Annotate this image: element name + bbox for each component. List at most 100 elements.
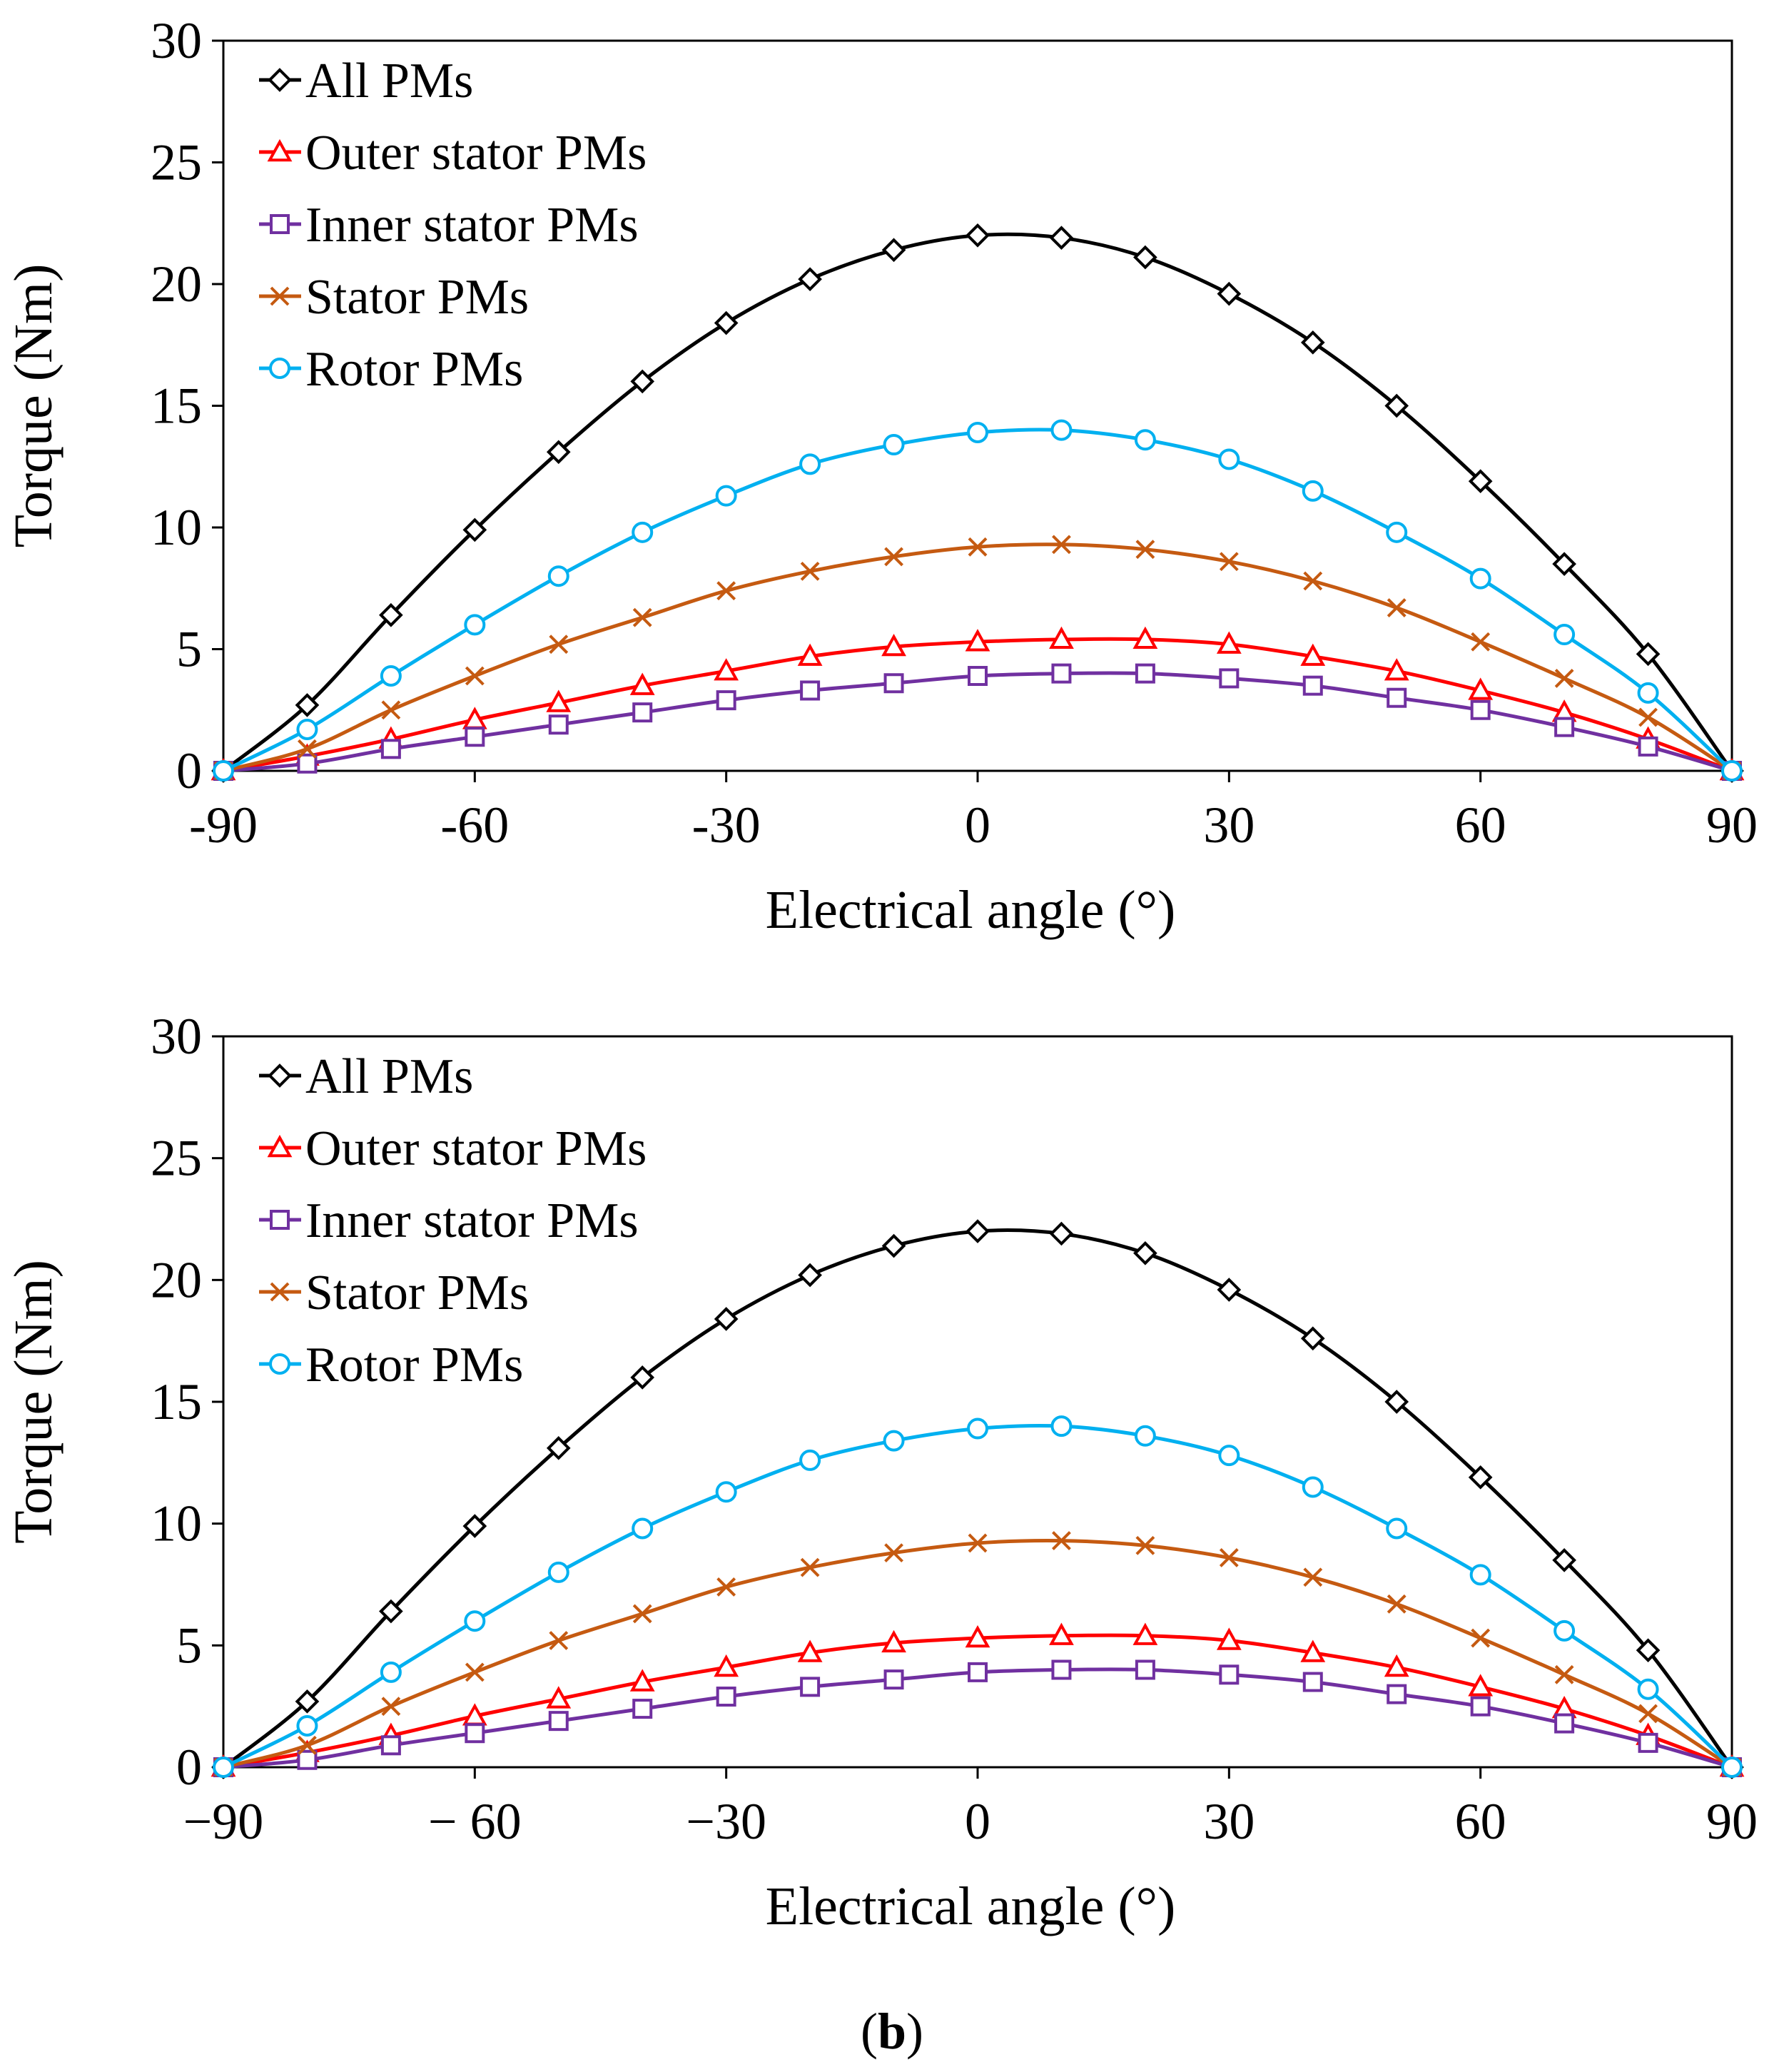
- legend-label: Inner stator PMs: [305, 1193, 639, 1248]
- series-inner-stator-pms: [213, 1659, 1742, 1777]
- data-point-stator-pms: [1303, 1567, 1323, 1587]
- data-point-outer-stator-pms: [1049, 626, 1074, 650]
- data-point-inner-stator-pms: [297, 1749, 318, 1770]
- data-point-inner-stator-pms: [1219, 668, 1240, 689]
- x-tick-label: 60: [1455, 1793, 1506, 1850]
- data-point-rotor-pms: [1302, 480, 1324, 502]
- data-point-outer-stator-pms: [965, 629, 990, 652]
- legend-swatch-marker: [270, 1282, 290, 1302]
- legend-label: Outer stator PMs: [305, 1121, 647, 1176]
- data-point-outer-stator-pms: [1049, 1622, 1074, 1645]
- legend-item-rotor-pms: Rotor PMs: [259, 342, 523, 397]
- data-point-outer-stator-pms: [797, 643, 823, 666]
- data-point-all-pms: [966, 1219, 990, 1243]
- data-point-inner-stator-pms: [380, 739, 401, 759]
- data-point-all-pms: [1049, 226, 1074, 251]
- data-point-all-pms: [1636, 1638, 1661, 1662]
- data-point-all-pms: [1384, 393, 1409, 418]
- data-point-stator-pms: [549, 1631, 569, 1650]
- x-axis-title: Electrical angle (°): [766, 880, 1176, 940]
- data-point-inner-stator-pms: [968, 1662, 988, 1682]
- data-point-rotor-pms: [1134, 429, 1156, 451]
- data-point-rotor-pms: [883, 1430, 905, 1452]
- data-point-all-pms: [295, 693, 320, 717]
- data-point-all-pms: [881, 238, 906, 263]
- data-point-all-pms: [379, 602, 403, 627]
- x-tick-label: 90: [1706, 797, 1758, 854]
- data-point-all-pms: [462, 517, 487, 542]
- data-point-all-pms: [714, 1307, 739, 1331]
- data-point-all-pms: [1133, 245, 1157, 270]
- y-tick-label: 25: [151, 134, 202, 191]
- y-tick-label: 15: [151, 378, 202, 435]
- legend-swatch-marker: [267, 138, 293, 162]
- legend-label: Rotor PMs: [305, 342, 523, 397]
- data-point-rotor-pms: [1050, 1415, 1073, 1437]
- data-point-rotor-pms: [1554, 1619, 1576, 1642]
- data-point-stator-pms: [1387, 598, 1407, 617]
- data-point-stator-pms: [884, 1543, 903, 1563]
- legend-swatch-marker: [269, 1353, 290, 1375]
- data-point-stator-pms: [1052, 1531, 1071, 1550]
- data-point-rotor-pms: [1469, 567, 1491, 590]
- legend-label: All PMs: [305, 54, 473, 108]
- caption-letter: b: [878, 2003, 906, 2060]
- data-point-rotor-pms: [296, 1714, 318, 1737]
- data-point-stator-pms: [968, 1533, 988, 1553]
- x-tick-label: 0: [965, 797, 990, 854]
- y-axis-title: Torque (Nm): [4, 1260, 64, 1544]
- data-point-all-pms: [462, 1514, 487, 1538]
- y-tick-label: 10: [151, 1495, 202, 1552]
- y-tick-label: 20: [151, 256, 202, 313]
- legend-swatch-marker: [267, 1134, 293, 1158]
- data-point-outer-stator-pms: [1468, 1674, 1494, 1697]
- legend-item-all-pms: All PMs: [259, 54, 473, 108]
- legend-label: Rotor PMs: [305, 1338, 523, 1393]
- x-tick-label: − 60: [428, 1793, 522, 1850]
- data-point-all-pms: [881, 1233, 906, 1258]
- legend-item-inner-stator-pms: Inner stator PMs: [259, 198, 639, 253]
- data-point-outer-stator-pms: [1300, 643, 1326, 666]
- data-point-outer-stator-pms: [965, 1624, 990, 1648]
- data-point-all-pms: [1300, 1326, 1325, 1351]
- data-point-outer-stator-pms: [1384, 1654, 1409, 1677]
- data-point-inner-stator-pms: [800, 680, 821, 701]
- data-point-rotor-pms: [1637, 682, 1659, 704]
- legend-swatch-marker: [270, 1210, 290, 1230]
- data-point-outer-stator-pms: [546, 1686, 572, 1709]
- data-point-rotor-pms: [1721, 760, 1743, 782]
- data-point-inner-stator-pms: [1051, 663, 1072, 684]
- y-tick-label: 30: [151, 12, 202, 69]
- y-axis-title: Torque (Nm): [4, 264, 64, 548]
- data-point-all-pms: [1049, 1221, 1074, 1246]
- data-point-rotor-pms: [967, 422, 988, 444]
- x-axis-title: Electrical angle (°): [766, 1876, 1176, 1936]
- data-point-inner-stator-pms: [1638, 1732, 1658, 1753]
- x-tick-label: −30: [686, 1793, 766, 1850]
- caption-close: ): [906, 2003, 923, 2060]
- legend: All PMs Outer stator PMs Inner stator PMs S…: [259, 1049, 647, 1393]
- data-point-rotor-pms: [632, 1517, 654, 1540]
- data-point-stator-pms: [800, 1557, 820, 1577]
- data-point-stator-pms: [381, 700, 401, 720]
- y-tick-label: 20: [151, 1251, 202, 1308]
- legend-item-rotor-pms: Rotor PMs: [259, 1338, 523, 1393]
- data-point-rotor-pms: [1134, 1425, 1156, 1447]
- legend-item-stator-pms: Stator PMs: [259, 1265, 529, 1320]
- data-point-rotor-pms: [715, 1481, 737, 1503]
- data-point-inner-stator-pms: [716, 1687, 736, 1707]
- data-point-all-pms: [798, 267, 822, 292]
- chart-bottom: 0 5 10 15 20 25 30 −90 − 60 −30 0 30 60 90 Electrical …: [4, 1008, 1758, 1936]
- data-point-outer-stator-pms: [797, 1639, 823, 1662]
- data-point-all-pms: [1636, 642, 1661, 667]
- legend-swatch-marker: [268, 1063, 292, 1088]
- data-point-stator-pms: [1219, 552, 1239, 572]
- data-point-outer-stator-pms: [1216, 631, 1242, 654]
- data-point-stator-pms: [381, 1697, 401, 1717]
- legend-label: Outer stator PMs: [305, 126, 647, 181]
- data-point-all-pms: [966, 223, 990, 248]
- legend-label: All PMs: [305, 1049, 473, 1104]
- data-point-inner-stator-pms: [1387, 1684, 1407, 1704]
- y-tick-label: 5: [176, 1617, 202, 1674]
